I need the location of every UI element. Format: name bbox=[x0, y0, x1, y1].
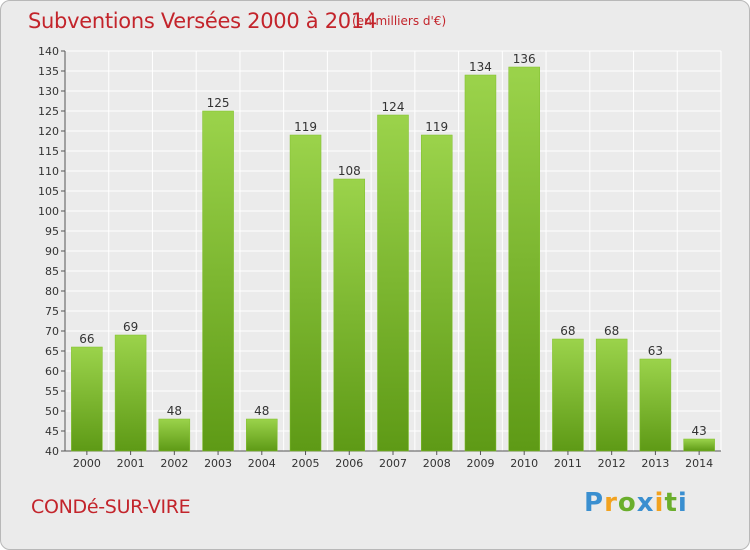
logo-letter: t bbox=[664, 488, 678, 518]
bar bbox=[158, 418, 191, 452]
bar bbox=[202, 110, 234, 452]
x-tick-label: 2006 bbox=[335, 457, 363, 470]
x-tick-label: 2005 bbox=[292, 457, 320, 470]
bar-value-label: 136 bbox=[513, 52, 536, 66]
bar-value-label: 68 bbox=[604, 324, 619, 338]
bar-value-label: 69 bbox=[123, 320, 138, 334]
y-tick-label: 125 bbox=[38, 105, 59, 118]
bar bbox=[71, 346, 103, 452]
y-tick-label: 60 bbox=[45, 365, 59, 378]
x-tick-label: 2014 bbox=[685, 457, 713, 470]
y-tick-label: 80 bbox=[45, 285, 59, 298]
y-tick-label: 65 bbox=[45, 345, 59, 358]
bar bbox=[683, 438, 715, 452]
x-tick-label: 2013 bbox=[641, 457, 669, 470]
bar-value-label: 119 bbox=[425, 120, 448, 134]
y-tick-label: 45 bbox=[45, 425, 59, 438]
x-tick-label: 2004 bbox=[248, 457, 276, 470]
y-tick-label: 120 bbox=[38, 125, 59, 138]
x-tick-label: 2001 bbox=[117, 457, 145, 470]
y-tick-label: 40 bbox=[45, 445, 59, 458]
bar bbox=[377, 114, 409, 452]
logo-letter: P bbox=[584, 488, 605, 518]
chart-subtitle: (en milliers d'€) bbox=[352, 14, 447, 28]
bar-value-label: 108 bbox=[338, 164, 361, 178]
bar bbox=[420, 134, 453, 452]
x-tick-label: 2011 bbox=[554, 457, 582, 470]
x-tick-label: 2003 bbox=[204, 457, 232, 470]
y-tick-label: 100 bbox=[38, 205, 59, 218]
location-label: CONDé-SUR-VIRE bbox=[31, 496, 191, 518]
chart-title: Subventions Versées 2000 à 2014 bbox=[28, 9, 377, 33]
bar bbox=[639, 358, 672, 452]
x-tick-label: 2010 bbox=[510, 457, 538, 470]
x-tick-label: 2000 bbox=[73, 457, 101, 470]
bar-value-label: 119 bbox=[294, 120, 317, 134]
bar bbox=[595, 338, 628, 452]
bar-value-label: 124 bbox=[382, 100, 405, 114]
bar bbox=[508, 66, 540, 452]
logo-letter: i bbox=[654, 488, 665, 518]
bar-value-label: 63 bbox=[648, 344, 663, 358]
logo-letter: i bbox=[677, 488, 688, 518]
y-tick-label: 75 bbox=[45, 305, 59, 318]
bar-value-label: 134 bbox=[469, 60, 492, 74]
x-tick-label: 2007 bbox=[379, 457, 407, 470]
bar-value-label: 48 bbox=[254, 404, 269, 418]
bar-value-label: 43 bbox=[691, 424, 706, 438]
logo-letter: o bbox=[617, 488, 637, 518]
bar-value-label: 66 bbox=[79, 332, 94, 346]
bar bbox=[289, 134, 322, 452]
y-tick-label: 85 bbox=[45, 265, 59, 278]
y-tick-label: 105 bbox=[38, 185, 59, 198]
y-tick-label: 50 bbox=[45, 405, 59, 418]
bar bbox=[333, 178, 366, 452]
bar bbox=[114, 334, 147, 452]
proxiti-logo[interactable]: Proxiti bbox=[584, 488, 688, 518]
y-tick-label: 55 bbox=[45, 385, 59, 398]
logo-letter: r bbox=[604, 488, 618, 518]
y-tick-label: 95 bbox=[45, 225, 59, 238]
y-tick-label: 70 bbox=[45, 325, 59, 338]
y-tick-label: 90 bbox=[45, 245, 59, 258]
bar bbox=[246, 418, 278, 452]
y-tick-label: 130 bbox=[38, 85, 59, 98]
x-tick-label: 2012 bbox=[598, 457, 626, 470]
y-tick-label: 135 bbox=[38, 65, 59, 78]
bar-value-label: 48 bbox=[167, 404, 182, 418]
logo-letter: x bbox=[636, 488, 655, 518]
x-tick-label: 2008 bbox=[423, 457, 451, 470]
bar-value-label: 68 bbox=[560, 324, 575, 338]
bar bbox=[464, 74, 497, 452]
bar bbox=[552, 338, 584, 452]
y-tick-label: 115 bbox=[38, 145, 59, 158]
bar-value-label: 125 bbox=[207, 96, 230, 110]
x-tick-label: 2002 bbox=[160, 457, 188, 470]
y-tick-label: 110 bbox=[38, 165, 59, 178]
y-tick-label: 140 bbox=[38, 45, 59, 58]
x-tick-label: 2009 bbox=[466, 457, 494, 470]
